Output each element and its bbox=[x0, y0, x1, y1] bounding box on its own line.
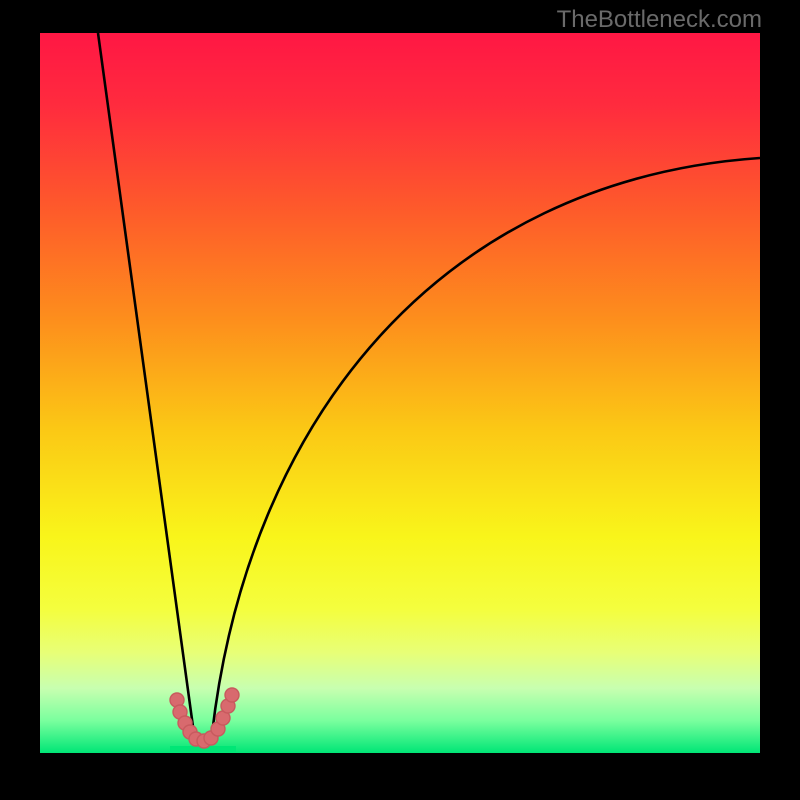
left-curve bbox=[98, 33, 194, 734]
right-curve bbox=[212, 158, 760, 734]
watermark-text: TheBottleneck.com bbox=[557, 6, 762, 34]
marker-group bbox=[170, 688, 239, 748]
marker-point bbox=[225, 688, 239, 702]
curves-layer bbox=[0, 0, 800, 800]
curve-group bbox=[98, 33, 760, 749]
chart-root: TheBottleneck.com bbox=[0, 0, 800, 800]
